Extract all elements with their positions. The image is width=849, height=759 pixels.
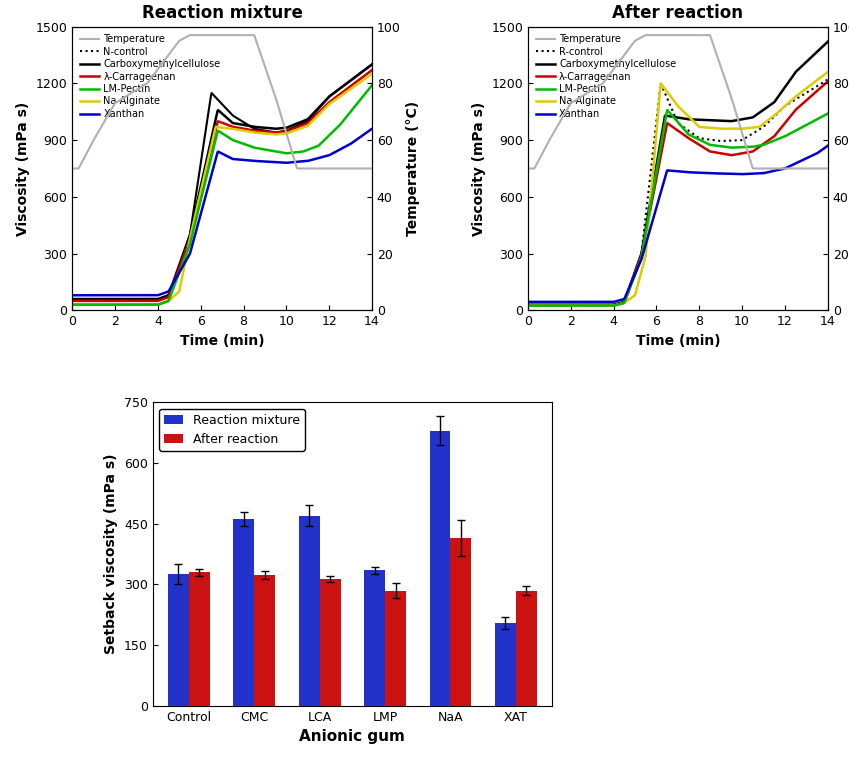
Y-axis label: Viscosity (mPa s): Viscosity (mPa s) — [472, 102, 486, 235]
Bar — [495, 623, 516, 706]
Bar — [364, 570, 385, 706]
Y-axis label: Setback viscosity (mPa s): Setback viscosity (mPa s) — [104, 454, 118, 654]
Bar — [188, 572, 210, 706]
Bar — [385, 591, 406, 706]
X-axis label: Time (min): Time (min) — [180, 334, 264, 348]
Bar — [233, 519, 254, 706]
X-axis label: Anionic gum: Anionic gum — [300, 729, 405, 745]
Bar — [451, 538, 471, 706]
Bar — [319, 579, 340, 706]
Title: Reaction mixture: Reaction mixture — [142, 5, 302, 22]
Legend: Reaction mixture, After reaction: Reaction mixture, After reaction — [159, 408, 305, 451]
Bar — [516, 591, 537, 706]
Y-axis label: Viscosity (mPa s): Viscosity (mPa s) — [16, 102, 30, 235]
Title: After reaction: After reaction — [612, 5, 744, 22]
Y-axis label: Temperature (°C): Temperature (°C) — [407, 101, 420, 236]
X-axis label: Time (min): Time (min) — [636, 334, 720, 348]
Bar — [430, 430, 451, 706]
Legend: Temperature, R-control, Carboxymethylcellulose, λ-Carrageenan, LM-Pectin, Na-Alg: Temperature, R-control, Carboxymethylcel… — [533, 31, 679, 122]
Bar — [299, 515, 319, 706]
Bar — [168, 575, 188, 706]
Legend: Temperature, N-control, Carboxymethylcellulose, λ-Carrageenan, LM-Pectin, Na-Alg: Temperature, N-control, Carboxymethylcel… — [77, 31, 223, 122]
Bar — [254, 575, 275, 706]
